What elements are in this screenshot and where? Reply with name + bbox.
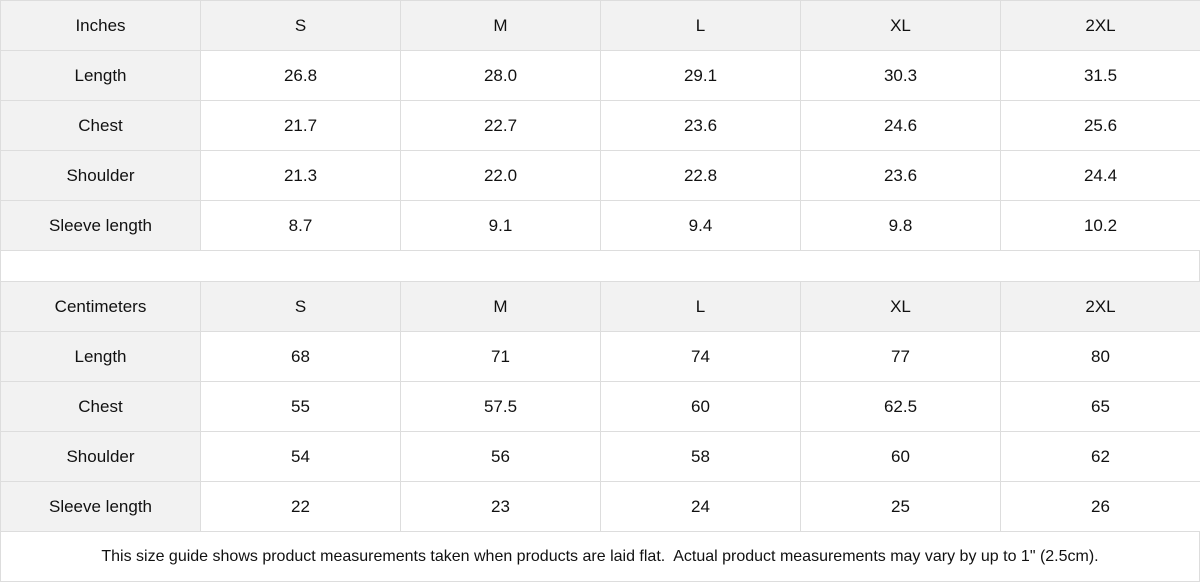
measurement-value: 9.4 — [601, 201, 801, 251]
measurement-value: 29.1 — [601, 51, 801, 101]
measurement-value: 31.5 — [1001, 51, 1200, 101]
size-header: M — [401, 1, 601, 51]
measurement-value: 22.0 — [401, 151, 601, 201]
size-header: L — [601, 1, 801, 51]
measurement-value: 74 — [601, 332, 801, 382]
measurement-value: 22.8 — [601, 151, 801, 201]
size-guide-note: This size guide shows product measuremen… — [0, 532, 1200, 582]
measurement-value: 22.7 — [401, 101, 601, 151]
measurement-value: 26 — [1001, 482, 1200, 532]
measurement-value: 24 — [601, 482, 801, 532]
measurement-label: Length — [1, 332, 201, 382]
measurement-value: 22 — [201, 482, 401, 532]
measurement-value: 30.3 — [801, 51, 1001, 101]
unit-header: Centimeters — [1, 282, 201, 332]
measurement-value: 54 — [201, 432, 401, 482]
measurement-value: 56 — [401, 432, 601, 482]
size-header: S — [201, 282, 401, 332]
measurement-value: 77 — [801, 332, 1001, 382]
measurement-value: 10.2 — [1001, 201, 1200, 251]
measurement-value: 9.8 — [801, 201, 1001, 251]
size-header: 2XL — [1001, 1, 1200, 51]
measurement-value: 26.8 — [201, 51, 401, 101]
measurement-value: 23 — [401, 482, 601, 532]
measurement-value: 21.3 — [201, 151, 401, 201]
measurement-value: 57.5 — [401, 382, 601, 432]
measurement-value: 25.6 — [1001, 101, 1200, 151]
measurement-value: 23.6 — [601, 101, 801, 151]
measurement-value: 60 — [801, 432, 1001, 482]
measurement-value: 24.6 — [801, 101, 1001, 151]
size-header: S — [201, 1, 401, 51]
measurement-label: Length — [1, 51, 201, 101]
measurement-value: 80 — [1001, 332, 1200, 382]
measurement-value: 9.1 — [401, 201, 601, 251]
inches-table: Inches S M L XL 2XL Length 26.8 28.0 29.1 30.3 31.5… — [0, 0, 1200, 251]
table-spacer — [0, 251, 1200, 281]
measurement-value: 24.4 — [1001, 151, 1200, 201]
measurement-label: Shoulder — [1, 151, 201, 201]
measurement-value: 8.7 — [201, 201, 401, 251]
measurement-label: Chest — [1, 101, 201, 151]
measurement-label: Chest — [1, 382, 201, 432]
measurement-value: 65 — [1001, 382, 1200, 432]
measurement-value: 58 — [601, 432, 801, 482]
measurement-label: Sleeve length — [1, 201, 201, 251]
measurement-label: Sleeve length — [1, 482, 201, 532]
size-header: XL — [801, 1, 1001, 51]
unit-header: Inches — [1, 1, 201, 51]
centimeters-table: Centimeters S M L XL 2XL Length 68 71 74 77 80 Chest… — [0, 281, 1200, 532]
measurement-value: 23.6 — [801, 151, 1001, 201]
measurement-value: 62.5 — [801, 382, 1001, 432]
measurement-label: Shoulder — [1, 432, 201, 482]
size-header: L — [601, 282, 801, 332]
size-header: XL — [801, 282, 1001, 332]
measurement-value: 68 — [201, 332, 401, 382]
measurement-value: 28.0 — [401, 51, 601, 101]
measurement-value: 60 — [601, 382, 801, 432]
measurement-value: 71 — [401, 332, 601, 382]
size-header: 2XL — [1001, 282, 1200, 332]
size-header: M — [401, 282, 601, 332]
measurement-value: 25 — [801, 482, 1001, 532]
measurement-value: 21.7 — [201, 101, 401, 151]
measurement-value: 62 — [1001, 432, 1200, 482]
measurement-value: 55 — [201, 382, 401, 432]
